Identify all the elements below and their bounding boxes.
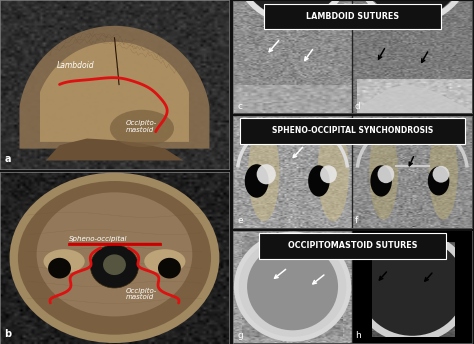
Text: e: e: [237, 216, 243, 225]
Bar: [353, 231, 372, 343]
Bar: [353, 337, 472, 343]
Ellipse shape: [247, 243, 338, 330]
Ellipse shape: [91, 245, 138, 288]
Polygon shape: [19, 26, 210, 149]
Ellipse shape: [48, 258, 71, 279]
Ellipse shape: [356, 234, 468, 339]
Ellipse shape: [110, 110, 174, 147]
Polygon shape: [40, 42, 189, 142]
Text: Occipito-
mastoid: Occipito- mastoid: [126, 288, 157, 300]
Text: Spheno-occipital: Spheno-occipital: [69, 236, 127, 241]
FancyBboxPatch shape: [259, 233, 446, 259]
Polygon shape: [46, 139, 183, 160]
Ellipse shape: [44, 249, 85, 273]
Ellipse shape: [14, 177, 215, 339]
Text: Occipito-
mastoid: Occipito- mastoid: [126, 120, 157, 133]
Text: g: g: [237, 331, 243, 340]
Ellipse shape: [248, 123, 279, 221]
Ellipse shape: [320, 165, 337, 183]
Text: d: d: [355, 102, 361, 111]
Ellipse shape: [370, 165, 392, 197]
Ellipse shape: [308, 165, 330, 197]
Ellipse shape: [239, 0, 346, 18]
Bar: [353, 231, 472, 242]
Ellipse shape: [318, 123, 349, 221]
Ellipse shape: [36, 192, 192, 316]
Ellipse shape: [360, 0, 465, 18]
FancyBboxPatch shape: [240, 118, 465, 144]
Bar: [456, 231, 472, 343]
Ellipse shape: [257, 164, 276, 184]
FancyBboxPatch shape: [264, 4, 441, 29]
Text: Lambdoid: Lambdoid: [57, 61, 95, 69]
Ellipse shape: [429, 125, 458, 219]
Ellipse shape: [433, 166, 449, 183]
Ellipse shape: [369, 125, 398, 219]
Text: b: b: [5, 329, 12, 339]
Ellipse shape: [158, 258, 181, 279]
Text: OCCIPITOMASTOID SUTURES: OCCIPITOMASTOID SUTURES: [288, 241, 417, 250]
Text: f: f: [355, 216, 358, 225]
Ellipse shape: [144, 249, 185, 273]
Polygon shape: [357, 85, 472, 113]
Text: h: h: [355, 331, 361, 340]
Ellipse shape: [245, 164, 269, 198]
Ellipse shape: [378, 165, 394, 183]
Ellipse shape: [428, 166, 449, 195]
Ellipse shape: [237, 234, 349, 339]
Text: c: c: [237, 102, 243, 111]
Text: SPHENO-OCCIPITAL SYNCHONDROSIS: SPHENO-OCCIPITAL SYNCHONDROSIS: [272, 126, 433, 135]
Ellipse shape: [103, 254, 126, 275]
Text: a: a: [5, 154, 11, 164]
Text: LAMBDOID SUTURES: LAMBDOID SUTURES: [306, 12, 399, 21]
